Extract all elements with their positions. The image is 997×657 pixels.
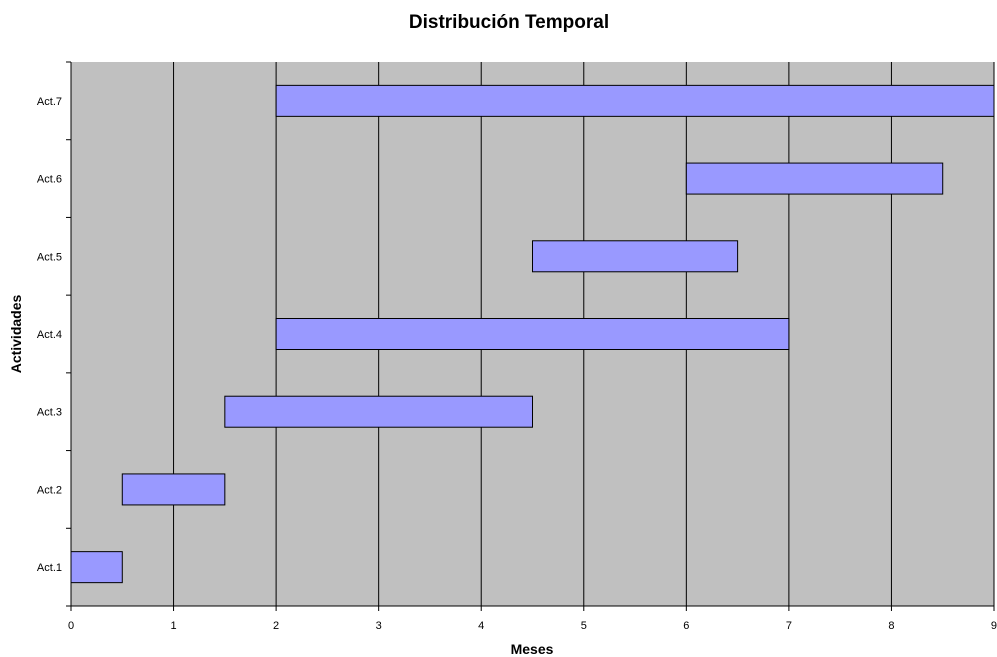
bar-act-4: [275, 318, 790, 350]
x-tick-label: 8: [888, 620, 894, 632]
x-tick-label: 4: [478, 620, 484, 632]
bar-act-7: [275, 84, 995, 117]
y-axis-label: Actividades: [8, 294, 24, 373]
x-axis-label: Meses: [511, 641, 554, 657]
y-tick-label: Act.7: [37, 96, 62, 108]
bar-act-1: [70, 551, 123, 584]
y-tick-label: Act.3: [37, 407, 62, 419]
x-tick-label: 5: [581, 620, 587, 632]
bar-act-2: [121, 473, 226, 506]
x-tick-label: 9: [991, 620, 997, 632]
bar-act-3: [224, 395, 533, 428]
x-tick-label: 1: [170, 620, 176, 632]
y-tick-label: Act.4: [37, 329, 62, 341]
x-tick-label: 2: [273, 620, 279, 632]
x-tick-label: 6: [683, 620, 689, 632]
y-tick-label: Act.5: [37, 251, 62, 263]
bars: [70, 84, 995, 584]
axes: 0 1 2 3 4 5 6 7 8 9 Act.1 Act.2 Act.3 Act.4 Act.5 Act.6…: [37, 61, 997, 632]
x-tick-label: 7: [786, 620, 792, 632]
x-tick-label: 3: [376, 620, 382, 632]
y-tick-label: Act.1: [37, 562, 62, 574]
y-tick-label: Act.6: [37, 174, 62, 186]
bar-act-6: [685, 162, 944, 195]
chart-title: Distribución Temporal: [409, 12, 609, 33]
x-tick-label: 0: [68, 620, 74, 632]
y-tick-label: Act.2: [37, 484, 62, 496]
bar-act-5: [532, 240, 739, 273]
